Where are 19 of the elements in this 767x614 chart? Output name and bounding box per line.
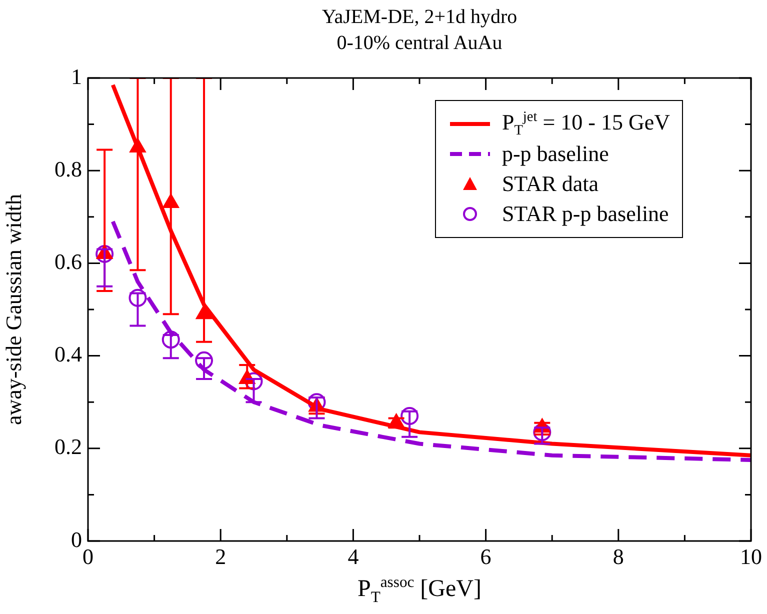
- x-tick-label: 4: [348, 544, 359, 569]
- y-axis-title: away-side Gaussian width: [0, 194, 26, 425]
- y-tick-label: 0.4: [54, 342, 82, 367]
- legend-label: STAR p-p baseline: [502, 201, 669, 227]
- legend-label: STAR data: [502, 171, 599, 197]
- x-tick-label: 10: [740, 544, 762, 569]
- x-tick-label: 8: [612, 544, 624, 569]
- chart-subtitle: 0-10% central AuAu: [336, 32, 504, 55]
- x-axis-title: P$_{T}$$^{assoc}$ [GeV]: [356, 574, 482, 607]
- y-tick-label: 0.2: [54, 434, 82, 460]
- y-tick-label: 0.6: [54, 248, 82, 274]
- y-tick-label: 0: [71, 526, 82, 552]
- x-tick-label: 2: [215, 544, 226, 569]
- chart-title: YaJEM-DE, 2+1d hydro: [320, 6, 518, 29]
- legend-label: p-p baseline: [502, 141, 609, 167]
- y-tick-label: 0.8: [54, 156, 82, 182]
- y-tick-label: 1: [71, 64, 82, 89]
- legend-label: P$_{T}$$^{jet}$ = 10 - 15 GeV: [502, 108, 670, 140]
- x-tick-label: 6: [480, 544, 492, 569]
